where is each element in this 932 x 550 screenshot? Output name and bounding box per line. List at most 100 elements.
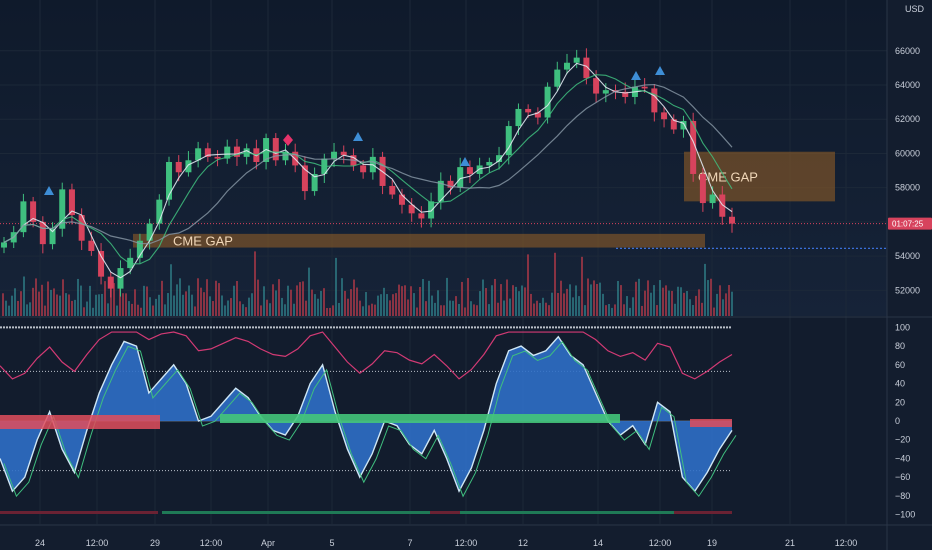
oscillator-tick-label: 20 bbox=[895, 397, 905, 407]
time-tick-label: 19 bbox=[707, 538, 717, 548]
candle-body[interactable] bbox=[98, 250, 105, 277]
candle-body[interactable] bbox=[146, 223, 153, 241]
candle-body[interactable] bbox=[175, 162, 182, 173]
candle-body[interactable] bbox=[185, 160, 192, 173]
volume-bar bbox=[239, 301, 241, 316]
volume-bar bbox=[215, 280, 217, 316]
volume-bar bbox=[509, 298, 511, 316]
buy-signal-triangle[interactable] bbox=[655, 66, 665, 75]
candle-body[interactable] bbox=[534, 112, 541, 118]
volume-bar bbox=[53, 288, 55, 316]
candle-body[interactable] bbox=[690, 120, 697, 174]
candle-body[interactable] bbox=[651, 88, 658, 113]
volume-bar bbox=[134, 289, 136, 316]
candle-body[interactable] bbox=[525, 108, 532, 113]
candle-body[interactable] bbox=[39, 221, 46, 245]
volume-bar bbox=[50, 289, 52, 316]
candle-body[interactable] bbox=[301, 165, 308, 192]
candle-body[interactable] bbox=[204, 148, 211, 157]
volume-bar bbox=[569, 284, 571, 316]
candle-body[interactable] bbox=[554, 69, 561, 87]
volume-bar bbox=[245, 307, 247, 316]
candle-body[interactable] bbox=[107, 276, 114, 289]
candle-body[interactable] bbox=[30, 201, 37, 222]
buy-signal-triangle[interactable] bbox=[353, 132, 363, 141]
volume-bar bbox=[5, 300, 7, 316]
candle-body[interactable] bbox=[661, 112, 668, 120]
candle-body[interactable] bbox=[583, 57, 590, 79]
candle-body[interactable] bbox=[428, 201, 435, 219]
candle-body[interactable] bbox=[573, 57, 580, 63]
candle-body[interactable] bbox=[233, 146, 240, 157]
candle-body[interactable] bbox=[709, 194, 716, 204]
candle-body[interactable] bbox=[389, 185, 396, 195]
volume-bar bbox=[401, 286, 403, 316]
candle-body[interactable] bbox=[408, 204, 415, 214]
candle-body[interactable] bbox=[680, 120, 687, 130]
volume-bar bbox=[437, 290, 439, 316]
buy-signal-triangle[interactable] bbox=[44, 186, 54, 195]
time-tick-label: 12:00 bbox=[200, 538, 223, 548]
candle-body[interactable] bbox=[719, 194, 726, 217]
candle-body[interactable] bbox=[505, 126, 512, 156]
volume-bar bbox=[326, 307, 328, 316]
candle-body[interactable] bbox=[49, 228, 56, 245]
cme-gap-box[interactable] bbox=[133, 233, 705, 248]
candle-body[interactable] bbox=[272, 138, 279, 161]
candle-body[interactable] bbox=[360, 165, 367, 173]
candle-body[interactable] bbox=[729, 216, 735, 224]
candle-body[interactable] bbox=[398, 194, 405, 205]
candle-body[interactable] bbox=[136, 240, 143, 258]
candle-body[interactable] bbox=[156, 199, 163, 224]
sell-signal-diamond[interactable] bbox=[283, 134, 293, 146]
candle-body[interactable] bbox=[602, 90, 609, 94]
volume-bar bbox=[266, 299, 268, 316]
candle-body[interactable] bbox=[340, 151, 347, 156]
candle-body[interactable] bbox=[418, 213, 425, 219]
volume-bar bbox=[554, 252, 556, 316]
candle-body[interactable] bbox=[437, 180, 444, 202]
candle-body[interactable] bbox=[699, 173, 706, 204]
candle-body[interactable] bbox=[166, 162, 173, 200]
buy-signal-triangle[interactable] bbox=[460, 157, 470, 166]
candle-body[interactable] bbox=[544, 86, 551, 118]
volume-bar bbox=[638, 278, 640, 316]
candle-body[interactable] bbox=[476, 165, 483, 174]
candle-body[interactable] bbox=[59, 189, 66, 229]
candle-body[interactable] bbox=[68, 189, 75, 216]
candle-body[interactable] bbox=[622, 91, 629, 97]
volume-bar bbox=[455, 296, 457, 316]
volume-bar bbox=[653, 285, 655, 316]
price-tick-label: 64000 bbox=[895, 80, 920, 90]
volume-bar bbox=[551, 292, 553, 316]
candle-body[interactable] bbox=[457, 167, 464, 188]
candle-body[interactable] bbox=[224, 146, 231, 159]
candle-body[interactable] bbox=[670, 119, 677, 130]
current-price-tag[interactable] bbox=[888, 217, 932, 230]
candle-body[interactable] bbox=[195, 148, 202, 161]
candle-body[interactable] bbox=[515, 108, 522, 127]
candle-body[interactable] bbox=[311, 173, 318, 192]
wave-trend bbox=[0, 331, 737, 498]
volume-bar bbox=[374, 304, 376, 316]
candle-body[interactable] bbox=[641, 86, 648, 89]
volume-bar bbox=[254, 251, 256, 316]
candle-body[interactable] bbox=[466, 167, 473, 174]
candle-body[interactable] bbox=[331, 151, 338, 159]
candle-body[interactable] bbox=[214, 156, 221, 159]
candle-body[interactable] bbox=[88, 240, 95, 251]
candle-body[interactable] bbox=[593, 78, 600, 94]
buy-signal-triangle[interactable] bbox=[631, 71, 641, 80]
volume-bar bbox=[698, 289, 700, 316]
candle-body[interactable] bbox=[496, 155, 503, 162]
cme-gap-box[interactable] bbox=[684, 151, 835, 202]
candle-body[interactable] bbox=[1, 242, 7, 248]
candle-body[interactable] bbox=[20, 201, 27, 233]
candle-body[interactable] bbox=[486, 162, 493, 166]
candle-body[interactable] bbox=[282, 151, 289, 161]
candle-body[interactable] bbox=[447, 180, 454, 188]
candle-body[interactable] bbox=[78, 215, 85, 241]
candle-body[interactable] bbox=[563, 62, 570, 70]
candle-body[interactable] bbox=[127, 257, 134, 269]
